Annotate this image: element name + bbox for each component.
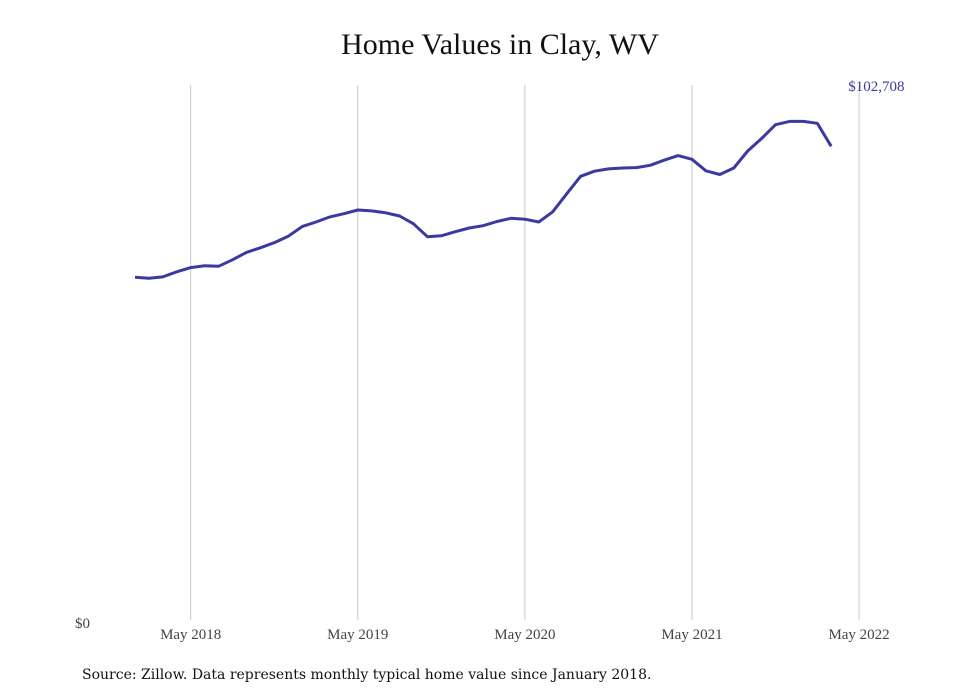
series-line-layer: [134, 119, 833, 280]
chart-title: Home Values in Clay, WV: [341, 28, 659, 61]
vertical-gridlines: [190, 85, 860, 620]
source-note: Source: Zillow. Data represents monthly …: [82, 667, 652, 683]
axis-labels: May 2018 May 2019 May 2020 May 2021 May 2022…: [75, 79, 904, 643]
x-tick-label: May 2019: [327, 627, 388, 643]
x-tick-label: May 2018: [160, 627, 221, 643]
x-tick-label: May 2022: [828, 627, 889, 643]
x-tick-label: May 2021: [661, 627, 722, 643]
end-value-label: $102,708: [848, 79, 904, 95]
series-line: [134, 119, 833, 280]
y-tick-label: $0: [75, 616, 90, 632]
x-tick-label: May 2020: [494, 627, 555, 643]
